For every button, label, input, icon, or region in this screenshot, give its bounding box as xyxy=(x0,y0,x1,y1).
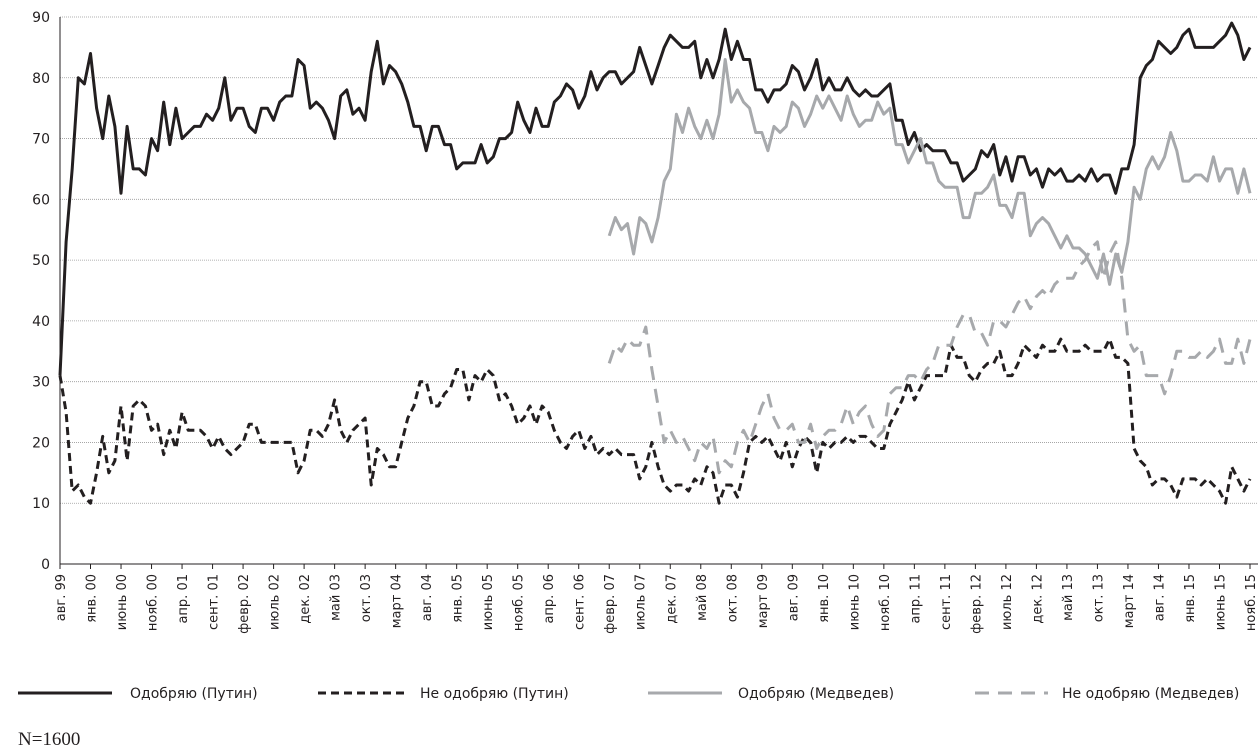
x-tick-label: окт. 03 xyxy=(359,574,374,622)
y-tick-label: 90 xyxy=(32,10,50,26)
x-tick-label: сент. 06 xyxy=(573,574,588,630)
x-tick-label: янв. 05 xyxy=(451,574,466,623)
legend-label: Не одобряю (Путин) xyxy=(420,686,569,702)
y-tick-label: 60 xyxy=(32,192,50,208)
series-line xyxy=(58,21,1252,376)
legend-label: Одобряю (Путин) xyxy=(130,686,258,702)
x-tick-label: февр. 07 xyxy=(603,574,618,634)
y-tick-label: 80 xyxy=(32,71,50,87)
x-tick-label: март 14 xyxy=(1122,574,1137,628)
x-tick-label: нояб. 10 xyxy=(878,574,893,631)
y-tick-label: 50 xyxy=(32,253,50,269)
x-tick-label: апр. 11 xyxy=(908,574,923,624)
x-tick-label: янв. 00 xyxy=(85,574,100,623)
x-tick-label: авг. 09 xyxy=(786,574,801,621)
x-tick-label: февр. 02 xyxy=(237,574,252,634)
x-tick-label: март 04 xyxy=(390,574,405,628)
x-tick-label: май 08 xyxy=(695,574,710,621)
x-tick-label: нояб. 15 xyxy=(1244,574,1258,631)
x-tick-label: сент. 01 xyxy=(207,574,222,630)
x-tick-label: июль 02 xyxy=(268,574,283,630)
x-tick-label: июль 07 xyxy=(634,574,649,630)
x-tick-label: нояб. 00 xyxy=(146,574,161,631)
y-tick-label: 70 xyxy=(32,132,50,148)
x-tick-label: авг. 14 xyxy=(1152,574,1167,621)
x-tick-label: май 03 xyxy=(329,574,344,621)
x-tick-label: янв. 10 xyxy=(817,574,832,623)
x-tick-label: авг. 99 xyxy=(54,574,69,621)
x-tick-label: дек. 07 xyxy=(664,574,679,624)
x-tick-label: янв. 15 xyxy=(1183,574,1198,623)
y-tick-label: 40 xyxy=(32,314,50,330)
x-tick-label: май 13 xyxy=(1061,574,1076,621)
y-tick-label: 0 xyxy=(41,557,50,573)
x-tick-label: июнь 15 xyxy=(1213,574,1228,630)
x-tick-label: дек. 02 xyxy=(298,574,313,624)
x-tick-label: окт. 08 xyxy=(725,574,740,622)
x-tick-label: апр. 06 xyxy=(542,574,557,624)
x-tick-label: дек. 12 xyxy=(1030,574,1045,624)
x-tick-label: июль 12 xyxy=(1000,574,1015,630)
y-tick-label: 20 xyxy=(32,435,50,451)
series-line xyxy=(607,58,1252,286)
note: N=1600 xyxy=(18,729,80,750)
y-tick-label: 10 xyxy=(32,496,50,512)
x-tick-label: апр. 01 xyxy=(176,574,191,624)
x-tick-label: июнь 00 xyxy=(115,574,130,630)
x-tick-label: июнь 10 xyxy=(847,574,862,630)
series-line xyxy=(58,337,1252,505)
y-tick-label: 30 xyxy=(32,375,50,391)
x-tick-label: сент. 11 xyxy=(939,574,954,630)
series-line xyxy=(607,240,1252,475)
x-tick-label: март 09 xyxy=(756,574,771,628)
x-tick-label: окт. 13 xyxy=(1091,574,1106,622)
x-tick-label: нояб. 05 xyxy=(512,574,527,631)
x-tick-label: июнь 05 xyxy=(481,574,496,630)
legend-label: Не одобряю (Медведев) xyxy=(1062,686,1239,702)
x-tick-label: авг. 04 xyxy=(420,574,435,621)
x-tick-label: февр. 12 xyxy=(969,574,984,634)
legend-label: Одобряю (Медведев) xyxy=(738,686,894,702)
